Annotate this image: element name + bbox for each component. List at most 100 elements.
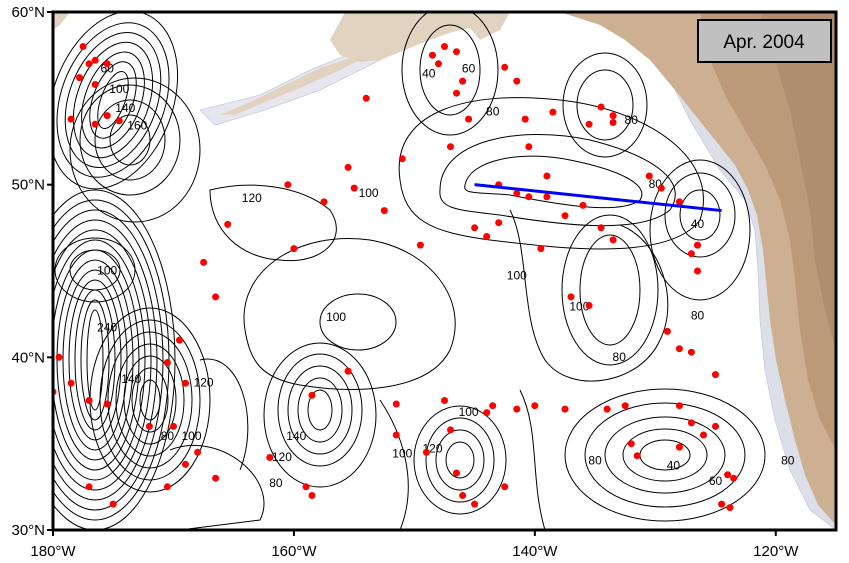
station-marker: [718, 500, 726, 508]
station-marker: [675, 443, 683, 451]
station-marker: [537, 245, 545, 253]
station-marker: [182, 379, 189, 387]
station-marker: [726, 504, 734, 512]
coast-mountains: [760, 12, 836, 350]
station-marker: [501, 63, 509, 71]
station-marker: [675, 345, 683, 353]
station-marker: [687, 348, 695, 356]
station-marker: [392, 400, 400, 408]
station-marker: [675, 402, 683, 410]
station-marker: [687, 419, 695, 427]
station-marker: [441, 43, 448, 50]
station-marker: [597, 224, 605, 232]
contour-label: 100: [326, 310, 346, 324]
date-label: Apr. 2004: [723, 32, 805, 53]
north-asia-corner: [53, 12, 70, 30]
station-marker: [585, 302, 593, 309]
map-layer: 60 100 140 160 40 60 80 80 80 40 120 100 100 100 100 80…: [53, 12, 836, 530]
station-marker: [694, 241, 701, 249]
station-marker: [435, 60, 442, 68]
y-tick-label: 30°N: [11, 522, 45, 539]
y-tick-label: 60°N: [11, 4, 45, 21]
station-marker: [176, 336, 183, 344]
contour-label: 80: [625, 113, 639, 127]
station-marker: [308, 391, 316, 399]
station-marker: [76, 74, 83, 82]
station-marker: [657, 184, 665, 192]
contour-label: 100: [459, 405, 479, 419]
y-tick-label: 40°N: [11, 349, 45, 366]
contour-label: 40: [422, 67, 436, 81]
station-marker: [459, 77, 467, 85]
contour-label: 40: [691, 217, 705, 231]
station-marker: [91, 81, 99, 88]
station-marker: [609, 119, 617, 126]
contour-label: 100: [392, 447, 412, 461]
station-marker: [290, 245, 298, 253]
contour-label: 100: [181, 429, 201, 443]
station-markers: [53, 43, 738, 512]
station-marker: [212, 474, 220, 482]
contour-label: 80: [588, 453, 602, 467]
station-marker: [145, 422, 153, 430]
station-marker: [609, 236, 617, 244]
station-marker: [513, 77, 521, 85]
station-marker: [645, 172, 653, 180]
station-marker: [561, 405, 569, 413]
station-marker: [675, 198, 683, 206]
station-marker: [501, 483, 509, 491]
axis-ticks: 180°W 160°W 140°W 120°W 30°N 40°N 50°N 60°N: [11, 4, 799, 560]
station-marker: [320, 198, 328, 206]
station-marker: [447, 426, 454, 434]
station-marker: [513, 405, 521, 413]
station-marker: [350, 184, 358, 192]
station-marker: [483, 409, 491, 417]
station-marker: [525, 193, 533, 201]
x-tick-label: 160°W: [271, 543, 317, 560]
contour-label: 140: [286, 429, 306, 443]
station-marker: [182, 460, 189, 468]
contour-label: 80: [781, 453, 795, 467]
station-marker: [597, 103, 605, 111]
station-marker: [694, 267, 701, 275]
contour-label: 80: [269, 476, 283, 490]
station-marker: [91, 56, 99, 64]
contour-label: 120: [242, 191, 262, 205]
station-marker: [603, 405, 611, 413]
station-marker: [567, 293, 575, 301]
contour-cluster-west: [53, 189, 211, 530]
alaska-land: [330, 12, 510, 62]
station-marker: [302, 483, 310, 491]
station-marker: [224, 220, 232, 228]
station-marker: [103, 112, 111, 120]
contour-label: 60: [709, 474, 723, 488]
contour-label: 140: [115, 101, 135, 115]
station-marker: [266, 454, 274, 461]
station-marker: [453, 89, 460, 97]
station-marker: [543, 193, 551, 201]
station-marker: [712, 371, 719, 379]
x-tick-label: 120°W: [753, 543, 799, 560]
contour-label: 120: [194, 376, 214, 390]
station-marker: [67, 115, 75, 123]
station-marker: [308, 492, 316, 499]
station-marker: [103, 400, 111, 408]
station-marker: [344, 163, 352, 171]
contour-label: 80: [613, 350, 627, 364]
station-marker: [441, 397, 448, 404]
section-line: [474, 183, 722, 213]
contour-label: 100: [97, 264, 117, 278]
date-label-box: Apr. 2004: [697, 19, 832, 63]
station-marker: [543, 172, 551, 180]
station-marker: [416, 241, 424, 249]
station-marker: [212, 293, 220, 301]
station-marker: [465, 115, 473, 123]
station-marker: [163, 483, 171, 491]
station-marker: [489, 402, 497, 410]
station-marker: [398, 155, 406, 163]
station-marker: [525, 143, 533, 151]
station-marker: [200, 258, 208, 266]
map-frame: [51, 10, 838, 532]
y-tick-label: 50°N: [11, 177, 45, 194]
